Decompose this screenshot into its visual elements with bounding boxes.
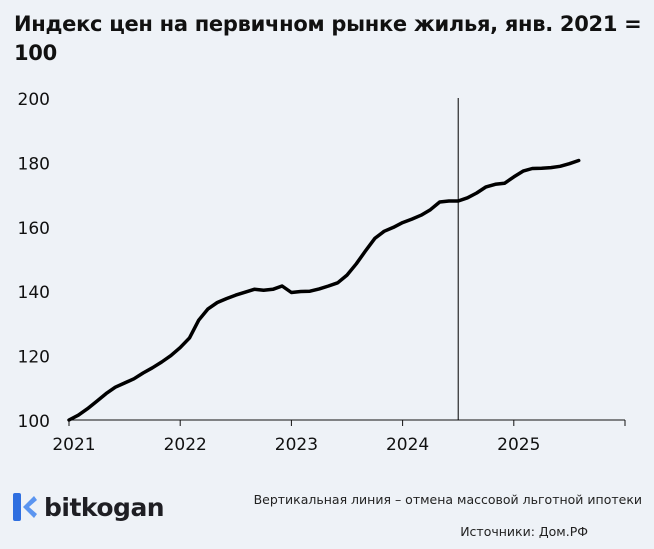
y-tick-label: 140 xyxy=(18,283,50,303)
bitkogan-logo: bitkogan xyxy=(12,492,165,522)
x-tick-label: 2024 xyxy=(386,435,429,455)
chart-title: Индекс цен на первичном рынке жилья, янв… xyxy=(14,12,642,65)
price-index-line xyxy=(67,158,581,422)
bitkogan-logo-icon xyxy=(13,493,37,521)
brand-name: bitkogan xyxy=(44,492,165,522)
chart-note: Вертикальная линия – отмена массовой льг… xyxy=(253,492,642,507)
x-tick-label: 2023 xyxy=(275,435,318,455)
line-chart: 2021 2022 2023 2024 2025 100 120 140 160 180 200 xyxy=(18,90,626,455)
y-tick-label: 120 xyxy=(18,348,50,368)
y-tick-label: 160 xyxy=(18,219,50,239)
y-tick-label: 100 xyxy=(18,412,50,432)
y-tick-label: 200 xyxy=(18,90,50,110)
x-tick-label: 2025 xyxy=(497,435,540,455)
y-tick-label: 180 xyxy=(18,154,50,174)
x-tick-label: 2022 xyxy=(164,435,207,455)
chart-source: Источники: Дом.РФ xyxy=(460,524,588,539)
x-tick-label: 2021 xyxy=(52,435,95,455)
